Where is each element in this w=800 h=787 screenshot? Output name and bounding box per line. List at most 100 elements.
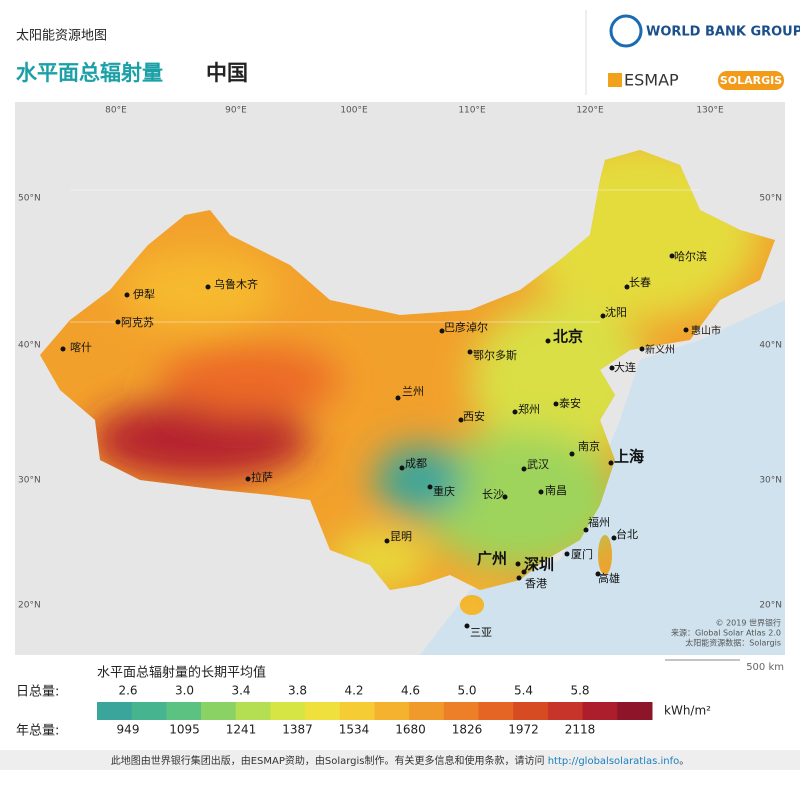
daily-value: 4.6 bbox=[401, 684, 420, 698]
lat-label: 40°N bbox=[759, 341, 782, 351]
city-label: 成都 bbox=[405, 457, 427, 470]
legend-swatch bbox=[582, 702, 618, 720]
city-dot bbox=[245, 476, 251, 482]
lat-label: 50°N bbox=[759, 194, 782, 204]
credit: 太阳能资源数据：Solargis bbox=[685, 638, 781, 648]
city-label: 哈尔滨 bbox=[674, 249, 707, 263]
legend-swatch bbox=[513, 702, 549, 720]
city-dot bbox=[553, 401, 559, 407]
annual-value: 1241 bbox=[226, 723, 257, 737]
solargis-text: SOLARGIS bbox=[720, 74, 782, 87]
legend-swatch bbox=[374, 702, 410, 720]
legend-swatch bbox=[305, 702, 341, 720]
city-label: 鄂尔多斯 bbox=[473, 348, 517, 362]
daily-value: 5.4 bbox=[514, 684, 533, 698]
solargis-badge bbox=[718, 71, 784, 90]
daily-value: 3.4 bbox=[231, 684, 250, 698]
annual-value: 1387 bbox=[282, 723, 313, 737]
city-label: 长春 bbox=[629, 276, 651, 289]
scale-label: 500 km bbox=[746, 662, 784, 673]
lat-label: 30°N bbox=[759, 476, 782, 486]
map bbox=[15, 102, 785, 655]
city-label: 南昌 bbox=[545, 484, 567, 497]
city-label: 拉萨 bbox=[251, 470, 273, 484]
city-label: 武汉 bbox=[527, 458, 549, 471]
annual-value: 1972 bbox=[508, 723, 539, 737]
wb-text: WORLD BANK GROUP bbox=[646, 25, 800, 40]
esmap-mark bbox=[608, 73, 622, 87]
city-dot bbox=[467, 349, 473, 355]
city-dot bbox=[512, 409, 518, 415]
footer-text: 此地图由世界银行集团出版，由ESMAP资助，由Solargis制作。有关更多信息… bbox=[111, 754, 548, 767]
city-label: 伊犁 bbox=[133, 287, 155, 301]
city-dot bbox=[611, 535, 617, 541]
city-label: 兰州 bbox=[402, 385, 424, 398]
daily-label: 日总量: bbox=[16, 685, 59, 700]
city-dot bbox=[115, 319, 121, 325]
legend-swatch bbox=[547, 702, 584, 720]
city-label: 三亚 bbox=[470, 626, 492, 639]
wb-logo bbox=[609, 14, 643, 48]
city-dot bbox=[683, 327, 689, 333]
annual-values: 949 1095 1241 1387 1534 1680 1826 1972 2118 bbox=[117, 723, 596, 737]
subtitle: 太阳能资源地图 bbox=[16, 29, 107, 44]
credit: 来源：Global Solar Atlas 2.0 bbox=[671, 629, 781, 638]
city-dot bbox=[583, 527, 589, 533]
annual-value: 1680 bbox=[395, 723, 426, 737]
city-dot bbox=[458, 417, 464, 423]
daily-value: 5.0 bbox=[457, 684, 476, 698]
daily-value: 4.2 bbox=[344, 684, 363, 698]
city-label: 喀什 bbox=[70, 341, 92, 354]
city-label: 乌鲁木齐 bbox=[214, 277, 258, 291]
annual-value: 1826 bbox=[452, 723, 483, 737]
esmap-text: ESMAP bbox=[624, 71, 679, 90]
lat-label: 50°N bbox=[18, 194, 41, 204]
annual-value: 1534 bbox=[339, 723, 370, 737]
city-label: 泰安 bbox=[559, 396, 581, 410]
city-dot bbox=[395, 395, 401, 401]
city-dot bbox=[600, 313, 606, 319]
city-dot bbox=[569, 451, 575, 457]
footer-link[interactable]: http://globalsolaratlas.info bbox=[548, 756, 680, 767]
city-dot bbox=[639, 346, 645, 352]
credit: © 2019 世界银行 bbox=[716, 618, 781, 628]
city-dot bbox=[124, 292, 130, 298]
title: 水平面总辐射量 bbox=[16, 61, 163, 85]
city-dot bbox=[427, 484, 433, 490]
city-label: 台北 bbox=[616, 527, 638, 541]
lon-label: 100°E bbox=[340, 106, 368, 116]
daily-values: 2.6 3.0 3.4 3.8 4.2 4.6 5.0 5.4 5.8 bbox=[118, 684, 589, 698]
city-dot bbox=[608, 460, 614, 466]
city-dot bbox=[521, 569, 527, 575]
lon-label: 120°E bbox=[576, 106, 604, 116]
city-dot bbox=[669, 253, 675, 259]
footer-end: 。 bbox=[679, 756, 689, 767]
city-label: 昆明 bbox=[390, 530, 412, 543]
city-dot bbox=[515, 561, 521, 567]
legend-ramp bbox=[97, 702, 653, 720]
city-dot bbox=[205, 284, 211, 290]
legend-swatch bbox=[443, 702, 480, 720]
city-dot bbox=[595, 571, 601, 577]
city-label: 广州 bbox=[477, 550, 507, 568]
city-label: 北京 bbox=[553, 328, 583, 346]
longitude-labels: 80°E 90°E 100°E 110°E 120°E 130°E bbox=[105, 106, 724, 116]
city-label: 南京 bbox=[578, 439, 600, 453]
city-label: 深圳 bbox=[524, 556, 554, 574]
lat-label: 40°N bbox=[18, 341, 41, 351]
daily-value: 5.8 bbox=[570, 684, 589, 698]
city-dot bbox=[399, 465, 405, 471]
city-label: 长沙 bbox=[482, 488, 504, 501]
city-label: 上海 bbox=[614, 448, 644, 466]
city-label: 惠山市 bbox=[691, 324, 721, 337]
annual-label: 年总量: bbox=[16, 724, 59, 739]
city-label: 郑州 bbox=[518, 402, 540, 416]
city-dot bbox=[521, 466, 527, 472]
city-dot bbox=[516, 575, 522, 581]
city-dot bbox=[609, 365, 615, 371]
legend-swatch bbox=[339, 702, 375, 720]
city-dot bbox=[384, 538, 390, 544]
city-dot bbox=[538, 489, 544, 495]
